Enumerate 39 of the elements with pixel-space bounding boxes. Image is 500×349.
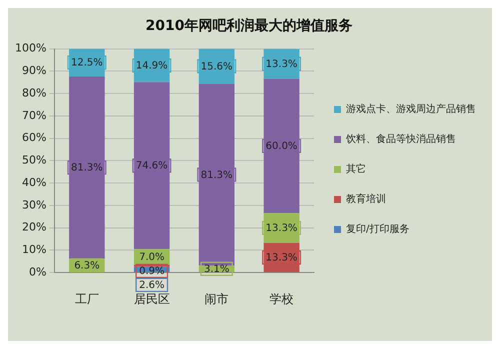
legend-label: 饮料、食品等快消品销售: [345, 133, 456, 146]
legend-label: 教育培训: [346, 193, 386, 206]
y-tick-label: 0%: [28, 265, 46, 278]
data-label: 2.6%: [139, 280, 164, 292]
bar: [198, 84, 235, 266]
y-tick-label: 10%: [22, 243, 46, 256]
data-label: 81.3%: [71, 162, 103, 174]
data-label: 13.3%: [266, 252, 298, 264]
data-label: 13.3%: [266, 59, 298, 70]
x-tick-label: 居民区: [134, 292, 170, 306]
data-label: 15.6%: [200, 61, 233, 72]
y-tick-label: 20%: [22, 220, 46, 234]
y-tick-label: 90%: [22, 64, 46, 78]
data-label: 14.9%: [136, 60, 168, 72]
y-tick-label: 40%: [22, 176, 46, 189]
data-label: 60.0%: [266, 141, 298, 152]
data-label: 12.5%: [71, 58, 103, 69]
bar: [264, 78, 300, 214]
data-label: 74.6%: [136, 160, 168, 172]
data-label: 81.3%: [200, 170, 233, 181]
y-tick-label: 100%: [14, 42, 46, 55]
data-label: 3.1%: [204, 264, 230, 275]
bar: [69, 76, 105, 258]
x-tick-label: 工厂: [74, 292, 99, 306]
x-tick-label: 学校: [270, 292, 294, 306]
y-tick-label: 50%: [22, 154, 46, 167]
legend-label: 其它: [346, 163, 366, 176]
x-tick-label: 闹市: [204, 292, 229, 306]
data-label: 13.3%: [266, 223, 298, 234]
y-tick-label: 70%: [22, 108, 46, 122]
data-label: 7.0%: [139, 252, 164, 264]
y-tick-label: 80%: [22, 86, 46, 100]
y-tick-label: 30%: [22, 198, 46, 212]
y-tick-label: 60%: [22, 131, 46, 144]
chart-title: 2010年网吧利润最大的增值服务: [146, 17, 352, 34]
data-label: 6.3%: [74, 260, 100, 272]
legend-label: 复印/打印服务: [346, 223, 410, 236]
bar: [134, 82, 170, 250]
legend-label: 游戏点卡、游戏周边产品销售: [346, 103, 476, 116]
